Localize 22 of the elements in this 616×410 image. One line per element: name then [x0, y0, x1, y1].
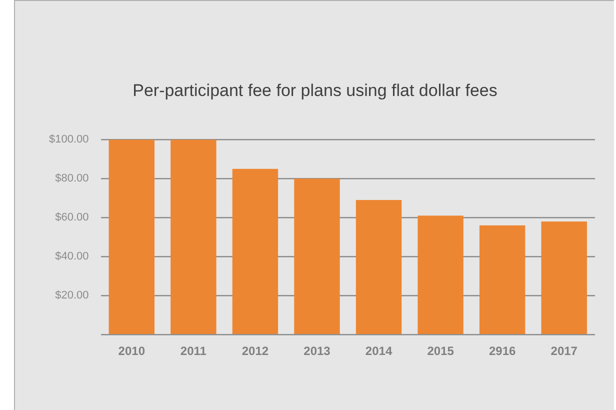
x-tick-label: 2916 [488, 344, 516, 358]
y-tick-label: $80.00 [55, 172, 89, 185]
x-tick-label: 2011 [180, 344, 207, 358]
y-tick-label: $100.00 [48, 134, 89, 146]
x-tick-label: 2015 [427, 344, 454, 358]
x-tick-label: 2013 [304, 344, 331, 358]
bar [170, 140, 216, 334]
bar [479, 225, 526, 334]
chart-title: Per-participant fee for plans using flat dollar fees [132, 81, 498, 101]
bar [232, 168, 278, 334]
y-tick-label: $40.00 [55, 250, 89, 263]
x-tick-label: 2017 [550, 344, 578, 358]
x-tick-label: 2012 [242, 344, 269, 358]
bar [356, 200, 402, 334]
bar [418, 216, 464, 334]
x-tick-label: 2010 [118, 344, 146, 358]
bar [541, 222, 587, 334]
y-tick-label: $60.00 [55, 212, 89, 224]
bar [108, 140, 155, 334]
x-tick-label: 2014 [365, 344, 392, 358]
y-tick-label: $20.00 [55, 290, 89, 302]
bar [294, 178, 340, 334]
